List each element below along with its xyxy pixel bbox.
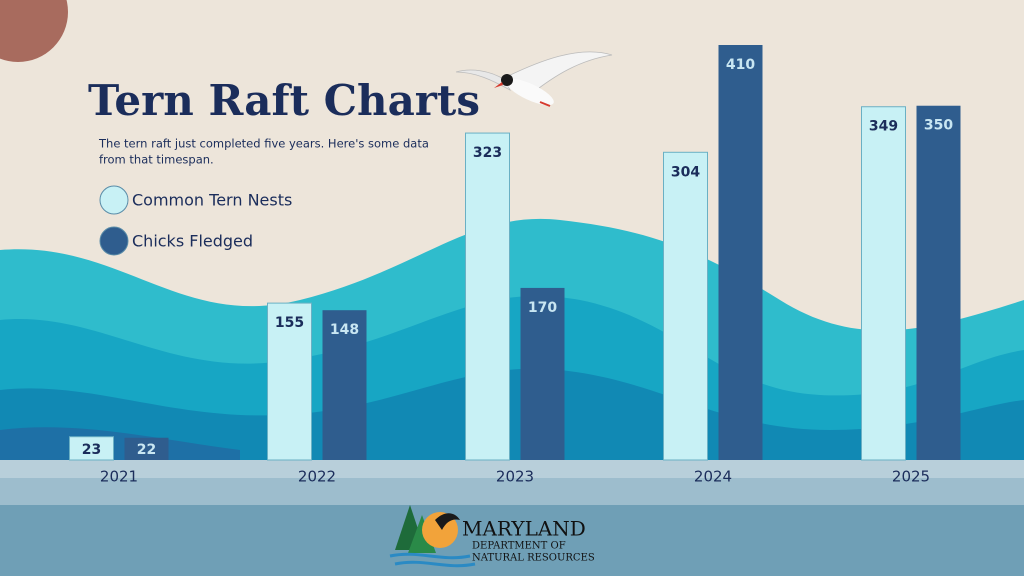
- data-label: 22: [137, 442, 156, 458]
- chart-subtitle: The tern raft just completed five years.…: [98, 137, 429, 151]
- bar: [718, 45, 763, 460]
- legend-label: Chicks Fledged: [132, 232, 253, 251]
- data-label: 148: [330, 322, 359, 338]
- x-tick-label: 2025: [892, 468, 930, 486]
- x-tick-label: 2024: [694, 468, 732, 486]
- data-label: 23: [82, 442, 101, 458]
- bar: [322, 310, 367, 460]
- data-label: 304: [671, 164, 700, 180]
- x-tick-label: 2023: [496, 468, 534, 486]
- legend-label: Common Tern Nests: [132, 191, 292, 210]
- data-label: 155: [275, 315, 304, 331]
- bar: [663, 151, 708, 461]
- ground-strip: [0, 505, 1024, 576]
- data-label: 350: [924, 118, 953, 134]
- chart-subtitle: from that timespan.: [99, 153, 214, 167]
- bar: [124, 437, 169, 460]
- data-label: 323: [473, 145, 502, 161]
- logo: MARYLAND DEPARTMENT OF NATURAL RESOURCES: [389, 505, 595, 568]
- data-label: 349: [869, 119, 898, 135]
- data-label: 410: [726, 57, 755, 73]
- data-label: 170: [528, 300, 557, 316]
- bar: [267, 302, 312, 461]
- logo-text: NATURAL RESOURCES: [472, 553, 595, 564]
- bar: [465, 132, 510, 461]
- x-tick-label: 2022: [298, 468, 336, 486]
- logo-text: DEPARTMENT OF: [472, 541, 566, 552]
- ground-strip: [0, 460, 1024, 478]
- legend-swatch: [99, 185, 129, 215]
- bar: [69, 436, 114, 461]
- legend-swatch: [99, 226, 129, 256]
- chart-title: Tern Raft Charts: [88, 76, 480, 125]
- bar: [861, 106, 906, 461]
- ground-strip: [0, 478, 1024, 505]
- bird: [455, 51, 613, 107]
- wave: [0, 427, 240, 460]
- wave: [0, 368, 1024, 460]
- bar: [520, 287, 565, 460]
- x-tick-label: 2021: [100, 468, 138, 486]
- decor-circle: [0, 0, 68, 62]
- logo-text: MARYLAND: [462, 517, 586, 541]
- bar: [916, 105, 961, 461]
